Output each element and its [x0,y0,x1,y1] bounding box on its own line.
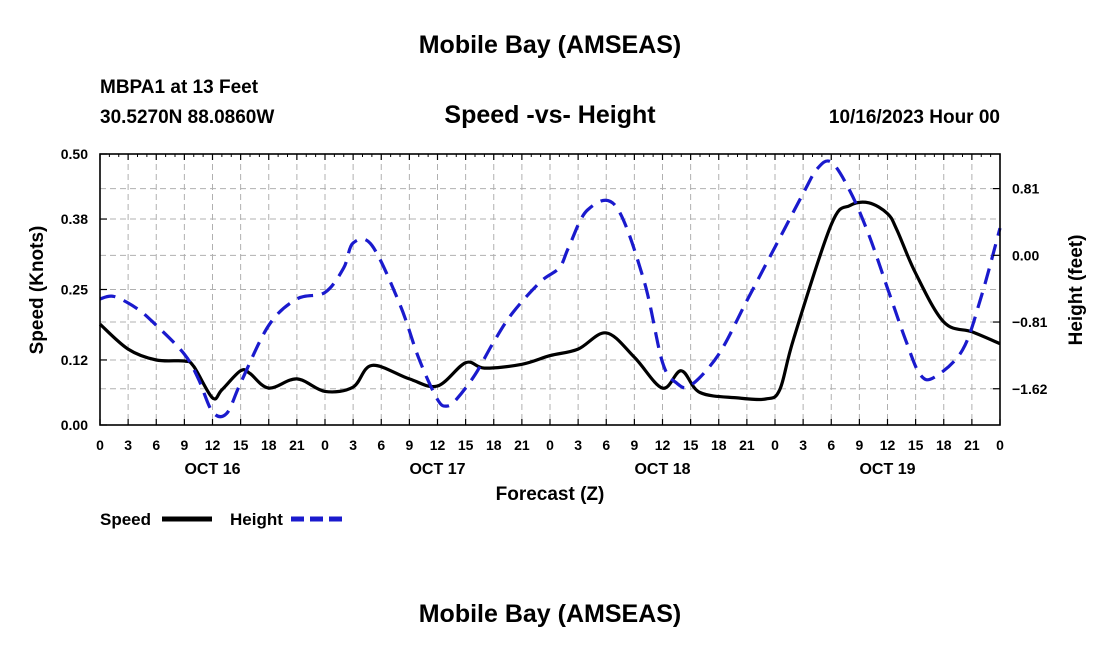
y-tick-label: 0.38 [61,211,88,227]
x-tick-label: 0 [96,437,104,453]
legend-label-speed: Speed [100,510,151,529]
x-tick-label: 3 [124,437,132,453]
grid-lines [100,154,1000,425]
y2-tick-label: 0.00 [1012,247,1039,263]
forecast-datestamp: 10/16/2023 Hour 00 [828,107,1000,128]
x-tick-label: 12 [205,437,221,453]
y-tick-label: 0.12 [61,352,88,368]
x-tick-label: 18 [711,437,727,453]
y-tick-label: 0.00 [61,417,88,433]
x-tick-label: 18 [486,437,502,453]
x-tick-label: 3 [574,437,582,453]
y2-axis-title: Height (feet) [1066,235,1087,346]
y2-tick-label: −1.62 [1012,381,1048,397]
x-tick-label: 15 [908,437,924,453]
x-tick-label: 9 [180,437,188,453]
x-tick-label: 15 [683,437,699,453]
y-tick-label: 0.25 [61,282,88,298]
x-tick-label: 21 [739,437,755,453]
x-tick-label: 6 [827,437,835,453]
page-title: Mobile Bay (AMSEAS) [418,31,682,59]
x-tick-label: 3 [349,437,357,453]
date-label: OCT 19 [859,461,915,478]
x-tick-label: 0 [546,437,554,453]
axis-ticks: 0 3 6 9 12 15 18 21 0 3 6 9 12 15 18 21 0 3 6 9 12 15 18 21 0 3 6 9… [61,146,1048,478]
x-tick-label: 12 [655,437,671,453]
x-tick-label: 0 [996,437,1004,453]
station-label: MBPA1 at 13 Feet [100,77,259,98]
x-tick-label: 6 [377,437,385,453]
x-tick-label: 15 [458,437,474,453]
x-axis-title: Forecast (Z) [496,484,605,505]
x-tick-label: 12 [880,437,896,453]
x-tick-label: 6 [602,437,610,453]
x-tick-label: 21 [514,437,530,453]
date-label: OCT 18 [634,461,690,478]
x-tick-label: 6 [152,437,160,453]
y-tick-label: 0.50 [61,146,88,162]
series-lines [98,159,1002,419]
axis-labels: Forecast (Z) Speed (Knots) Height (feet) [27,226,1087,505]
x-tick-label: 15 [233,437,249,453]
legend-label-height: Height [230,510,283,529]
x-tick-label: 18 [936,437,952,453]
date-label: OCT 16 [184,461,240,478]
x-tick-label: 18 [261,437,277,453]
x-tick-label: 9 [405,437,413,453]
y2-tick-label: −0.81 [1012,314,1048,330]
x-tick-label: 9 [855,437,863,453]
coordinates-label: 30.5270N 88.0860W [100,107,275,128]
series-line-speed [98,200,1001,402]
x-tick-label: 21 [964,437,980,453]
date-label: OCT 17 [409,461,465,478]
x-tick-label: 3 [799,437,807,453]
x-tick-label: 0 [771,437,779,453]
x-tick-label: 12 [430,437,446,453]
legend: Speed Height [100,510,343,529]
y2-tick-label: 0.81 [1012,181,1039,197]
chart-subtitle: Speed -vs- Height [444,101,656,129]
x-tick-label: 21 [289,437,305,453]
y-axis-title: Speed (Knots) [27,226,48,355]
x-tick-label: 9 [630,437,638,453]
x-tick-label: 0 [321,437,329,453]
series-line-height [99,159,1002,419]
page-title-repeat: Mobile Bay (AMSEAS) [418,600,682,628]
